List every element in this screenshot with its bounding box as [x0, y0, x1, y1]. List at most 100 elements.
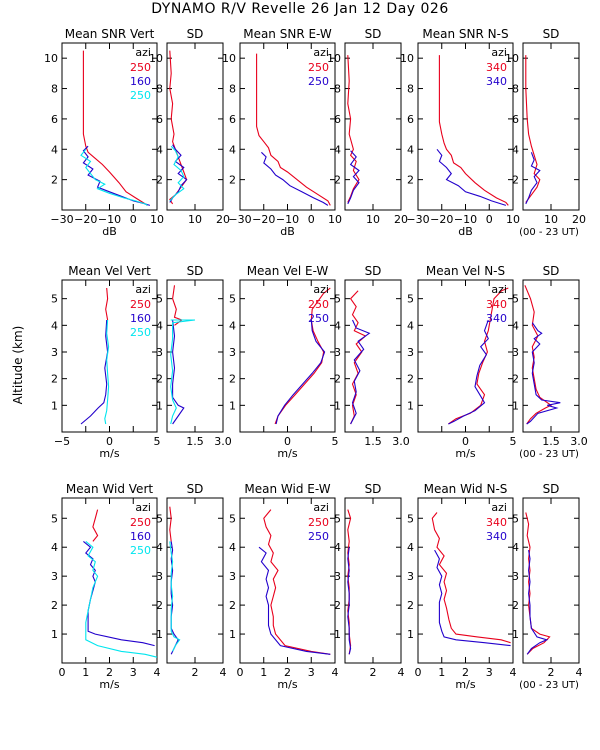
vel-ew-legend-entry: 250	[308, 298, 329, 311]
vel-ew-sd-ytick-label: 3	[334, 346, 341, 359]
snr-ns-series-red	[438, 55, 509, 206]
vel-ew-xtick-label: 0	[284, 435, 291, 448]
wid-vert-sd-ytick-label: 1	[156, 628, 163, 641]
wid-ew-title: Mean Wid E-W	[244, 482, 330, 496]
vel-vert-series-blue	[80, 319, 109, 425]
snr-vert-xtick-label: 0	[130, 213, 137, 226]
vel-ns-ytick-label: 5	[407, 293, 414, 306]
wid-vert-ytick-label: 5	[51, 512, 58, 525]
vel-ew-ytick-label: 4	[229, 319, 236, 332]
snr-ns-sd-ytick-label: 6	[512, 113, 519, 126]
vel-ns-sd-ytick-label: 3	[512, 346, 519, 359]
snr-ew-legend-title: azi	[313, 46, 329, 59]
vel-ew-sd-xtick-label: 3.0	[392, 435, 410, 448]
wid-ew-ytick-label: 4	[229, 541, 236, 554]
snr-vert-sd-ytick-label: 6	[156, 113, 163, 126]
snr-ns-xtick-label: −20	[430, 213, 453, 226]
wid-ew-legend-title: azi	[313, 501, 329, 514]
snr-ns-series-blue	[436, 148, 507, 206]
wid-ns-ytick-label: 4	[407, 541, 414, 554]
vel-vert-sd-series-red	[172, 285, 184, 326]
vel-ns-legend-title: azi	[491, 283, 507, 296]
wid-ew-xtick-label: 0	[237, 666, 244, 679]
wid-ns-sd-series-blue	[526, 550, 549, 655]
vel-ns-sd-xtick-label: 3.0	[570, 435, 588, 448]
vel-ns-xtick-label: 0	[462, 435, 469, 448]
snr-ns-xtick-label: −10	[454, 213, 477, 226]
vel-vert-ytick-label: 5	[51, 293, 58, 306]
vel-vert-ytick-label: 2	[51, 373, 58, 386]
wid-ns-sd-ytick-label: 5	[512, 512, 519, 525]
snr-ew-legend-entry: 250	[308, 61, 329, 74]
wid-ew-sd-title: SD	[365, 482, 382, 496]
vel-vert-sd-series-blue	[172, 319, 185, 425]
wid-vert-sd-series-red	[169, 506, 172, 542]
vel-ew-sd-ytick-label: 5	[334, 293, 341, 306]
wid-ns-ytick-label: 3	[407, 570, 414, 583]
wid-ew-ytick-label: 1	[229, 628, 236, 641]
wid-ew-ytick-label: 2	[229, 599, 236, 612]
snr-ew-ytick-label: 10	[222, 52, 236, 65]
wid-vert-ytick-label: 3	[51, 570, 58, 583]
snr-ns-legend-title: azi	[491, 46, 507, 59]
wid-ew-sd-ytick-label: 4	[334, 541, 341, 554]
snr-ew-sd-ytick-label: 6	[334, 113, 341, 126]
wid-ns-xtick-label: 3	[486, 666, 493, 679]
wid-vert-ytick-label: 1	[51, 628, 58, 641]
vel-ew-sd-xtick-label: 1.5	[364, 435, 382, 448]
snr-vert-xtick-label: −30	[50, 213, 73, 226]
snr-ns-ytick-label: 6	[407, 113, 414, 126]
vel-vert-sd-xtick-label: 1.5	[186, 435, 204, 448]
vel-ns-sd-ytick-label: 5	[512, 293, 519, 306]
snr-vert-xlabel: dB	[102, 225, 117, 238]
vel-ew-legend-title: azi	[313, 283, 329, 296]
snr-vert-legend-entry: 160	[130, 75, 151, 88]
vel-ns-sd-xtick-label: 1.5	[542, 435, 560, 448]
wid-ns-sd-ytick-label: 1	[512, 628, 519, 641]
snr-vert-sd-xtick-label: 10	[188, 213, 202, 226]
snr-vert-legend-entry: 250	[130, 61, 151, 74]
snr-ns-sd-frame	[522, 42, 580, 211]
vel-ns-ytick-label: 4	[407, 319, 414, 332]
wid-vert-sd-ytick-label: 2	[156, 599, 163, 612]
wid-vert-series-red	[92, 509, 99, 542]
wid-ns-xtick-label: 4	[510, 666, 517, 679]
wid-ns-xtick-label: 0	[415, 666, 422, 679]
wid-vert-legend-entry: 250	[130, 516, 151, 529]
snr-ns-sd-xtick-label: 10	[544, 213, 558, 226]
vel-ns-ytick-label: 1	[407, 399, 414, 412]
wid-ns-sd-frame	[522, 497, 580, 664]
wid-ew-ytick-label: 3	[229, 570, 236, 583]
snr-vert-sd-ytick-label: 4	[156, 143, 163, 156]
vel-ew-series-red	[274, 287, 331, 425]
vel-vert-ytick-label: 3	[51, 346, 58, 359]
wid-ns-legend-entry: 340	[486, 530, 507, 543]
wid-ns-sd-xtick-label: 4	[576, 666, 583, 679]
wid-vert-ytick-label: 2	[51, 599, 58, 612]
snr-ew-sd-series-blue	[347, 150, 360, 205]
snr-vert-ytick-label: 6	[51, 113, 58, 126]
snr-vert-ytick-label: 8	[51, 83, 58, 96]
vel-vert-legend-entry: 250	[130, 326, 151, 339]
snr-ns-ytick-label: 2	[407, 174, 414, 187]
vel-ns-legend-entry: 340	[486, 312, 507, 325]
snr-ns-sd-ytick-label: 2	[512, 174, 519, 187]
vel-ns-sd-ytick-label: 4	[512, 319, 519, 332]
vel-ns-series-blue	[448, 319, 489, 425]
vel-ns-sd-time-note: (00 - 23 UT)	[519, 449, 579, 460]
snr-vert-ytick-label: 10	[44, 52, 58, 65]
snr-ew-sd-ytick-label: 4	[334, 143, 341, 156]
snr-ns-title: Mean SNR N-S	[422, 27, 508, 41]
snr-ew-xtick-label: −10	[276, 213, 299, 226]
wid-vert-sd-ytick-label: 4	[156, 541, 163, 554]
wid-vert-sd-series-blue	[170, 541, 179, 655]
vel-ns-sd-series-red	[524, 285, 553, 425]
wid-vert-title: Mean Wid Vert	[66, 482, 153, 496]
wid-ns-legend-entry: 340	[486, 516, 507, 529]
wid-vert-legend-entry: 250	[130, 544, 151, 557]
snr-ew-ytick-label: 8	[229, 83, 236, 96]
vel-ns-ytick-label: 2	[407, 373, 414, 386]
vel-ew-sd-ytick-label: 1	[334, 399, 341, 412]
snr-vert-ytick-label: 2	[51, 174, 58, 187]
